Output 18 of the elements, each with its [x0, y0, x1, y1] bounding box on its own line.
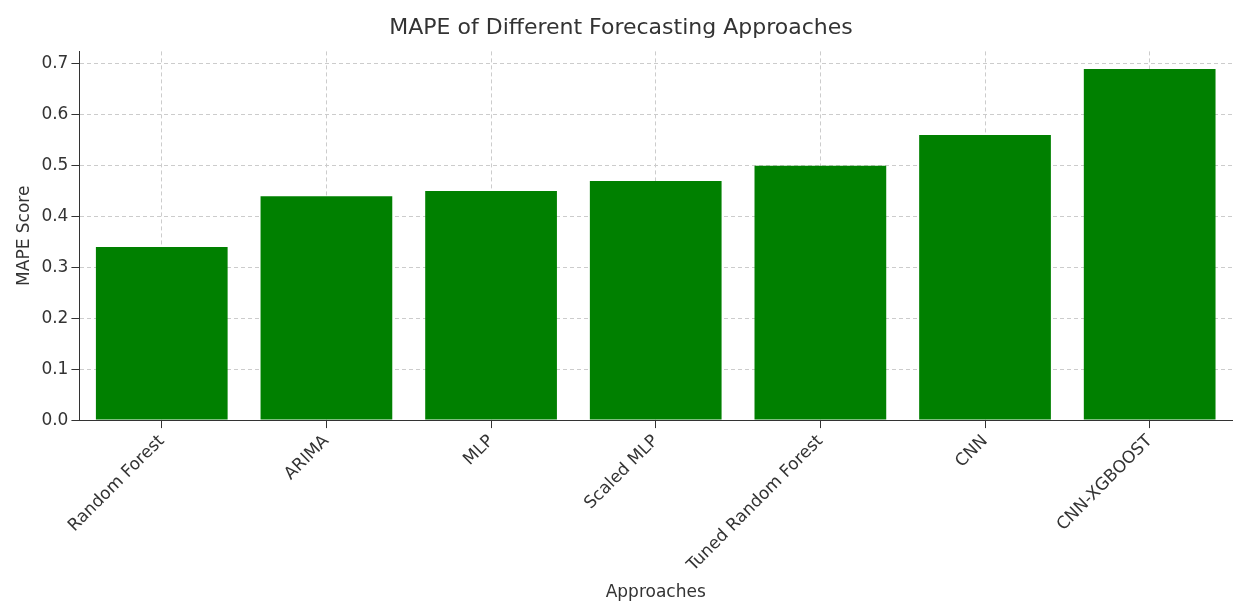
- y-tick-label: 0.0: [41, 408, 69, 429]
- bar: [260, 196, 393, 420]
- bar: [95, 247, 228, 420]
- chart-title: MAPE of Different Forecasting Approaches: [389, 13, 853, 39]
- bar: [589, 180, 722, 420]
- y-tick-label: 0.5: [41, 154, 69, 175]
- y-axis-title: MAPE Score: [12, 185, 33, 286]
- bar: [754, 165, 887, 420]
- y-tick-label: 0.3: [41, 255, 69, 276]
- bar: [1083, 68, 1216, 420]
- y-tick-label: 0.7: [41, 52, 69, 73]
- bar: [919, 135, 1051, 420]
- bar: [425, 191, 557, 420]
- x-axis-title: Approaches: [605, 581, 706, 602]
- y-tick-label: 0.2: [41, 306, 69, 327]
- y-tick-label: 0.1: [41, 357, 69, 378]
- y-tick-label: 0.6: [41, 103, 69, 124]
- y-tick-label: 0.4: [41, 204, 69, 225]
